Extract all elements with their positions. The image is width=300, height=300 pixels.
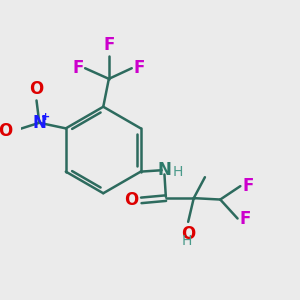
Text: F: F — [242, 177, 254, 195]
Text: O: O — [0, 122, 12, 140]
Text: N: N — [32, 114, 46, 132]
Text: F: F — [134, 59, 145, 77]
Text: F: F — [103, 36, 115, 54]
Text: O: O — [29, 80, 44, 98]
Text: F: F — [239, 210, 250, 228]
Text: -: - — [3, 129, 8, 142]
Text: +: + — [41, 112, 50, 122]
Text: H: H — [182, 234, 192, 248]
Text: O: O — [182, 225, 196, 243]
Text: H: H — [172, 166, 183, 179]
Text: N: N — [158, 161, 171, 179]
Text: F: F — [72, 59, 83, 77]
Text: O: O — [124, 191, 139, 209]
